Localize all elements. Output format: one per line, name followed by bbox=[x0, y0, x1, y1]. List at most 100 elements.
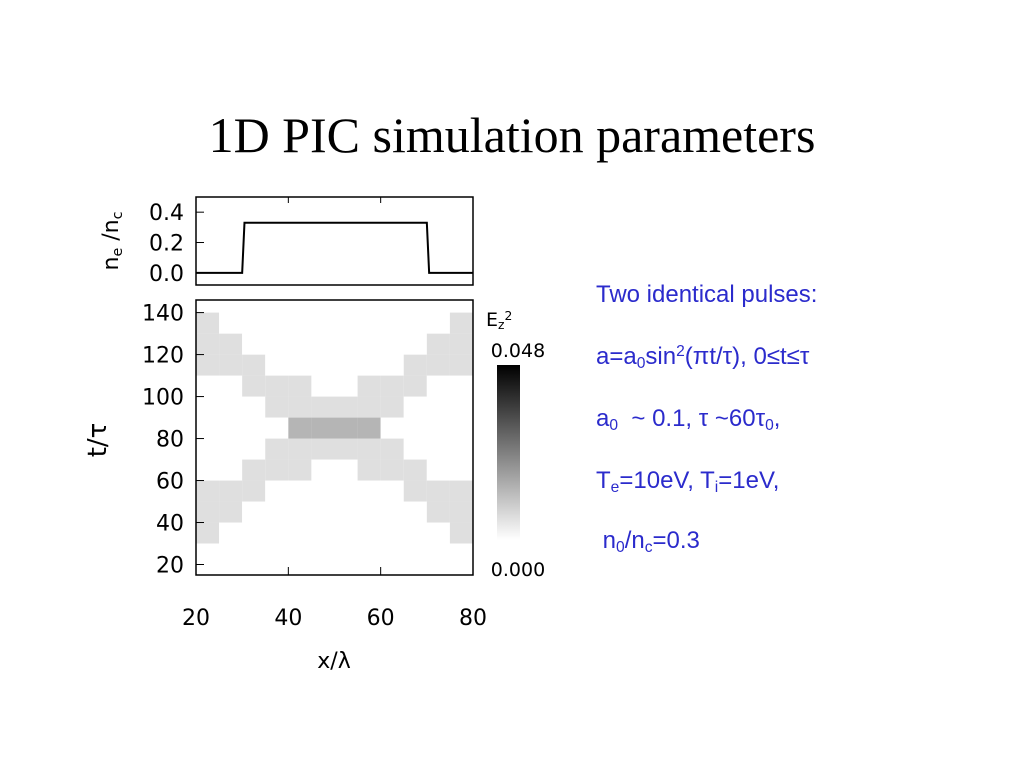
heat-cell bbox=[426, 333, 450, 355]
y-tick-label: 100 bbox=[142, 386, 184, 411]
heat-cell bbox=[403, 522, 427, 544]
heat-cell bbox=[242, 543, 266, 565]
heat-cell bbox=[196, 480, 220, 502]
heat-cell bbox=[196, 396, 220, 418]
text-part: 0 bbox=[616, 539, 625, 556]
heat-cell bbox=[311, 396, 335, 418]
heat-cell bbox=[334, 333, 358, 355]
text-part: Two identical pulses: bbox=[596, 281, 817, 308]
heat-cell bbox=[219, 396, 243, 418]
heat-cell bbox=[242, 354, 266, 376]
y-tick-label: 40 bbox=[156, 512, 184, 537]
heat-cell bbox=[449, 459, 473, 481]
text-part: 0 bbox=[637, 355, 646, 372]
text-part: 2 bbox=[676, 343, 685, 360]
text-part: =10eV, T bbox=[619, 467, 715, 494]
heat-cell bbox=[426, 480, 450, 502]
y-axis-label: ne /nc bbox=[99, 212, 126, 271]
heat-cell bbox=[380, 396, 404, 418]
heat-cell bbox=[219, 312, 243, 334]
heat-cell bbox=[265, 396, 289, 418]
heat-cell bbox=[219, 354, 243, 376]
heat-cell bbox=[426, 375, 450, 397]
heat-cell bbox=[242, 312, 266, 334]
heat-cell bbox=[196, 459, 220, 481]
heat-cell bbox=[196, 543, 220, 565]
x-tick-label: 80 bbox=[459, 606, 487, 631]
text-part: 0 bbox=[609, 417, 618, 434]
heat-cell bbox=[380, 522, 404, 544]
heat-cell bbox=[334, 501, 358, 523]
colorbar-label: Ez2 bbox=[486, 309, 512, 332]
heat-cell bbox=[449, 501, 473, 523]
heat-cell bbox=[380, 501, 404, 523]
heat-cell bbox=[219, 501, 243, 523]
y-tick-label: 0.4 bbox=[149, 201, 184, 226]
heat-cell bbox=[449, 396, 473, 418]
heat-cell bbox=[265, 438, 289, 460]
heat-cell bbox=[311, 459, 335, 481]
heat-cell bbox=[357, 417, 381, 439]
heat-cell bbox=[403, 459, 427, 481]
heat-cell bbox=[265, 522, 289, 544]
heat-cell bbox=[265, 417, 289, 439]
note-line: n0/nc=0.3 bbox=[596, 527, 700, 556]
text-part: /n bbox=[625, 527, 645, 554]
heat-cell bbox=[449, 375, 473, 397]
heat-cell bbox=[219, 522, 243, 544]
heat-cell bbox=[449, 543, 473, 565]
heat-cell bbox=[219, 480, 243, 502]
heat-cell bbox=[449, 312, 473, 334]
text-part: n bbox=[99, 257, 124, 271]
heat-cell bbox=[311, 333, 335, 355]
text-part: T bbox=[596, 467, 611, 494]
heat-cell bbox=[311, 522, 335, 544]
y-axis-label: t/τ bbox=[83, 423, 113, 458]
y-tick-label: 0.2 bbox=[149, 232, 184, 257]
heat-cell bbox=[426, 438, 450, 460]
heat-cell bbox=[357, 375, 381, 397]
heat-cell bbox=[403, 438, 427, 460]
heat-cell bbox=[334, 312, 358, 334]
heat-cell bbox=[426, 396, 450, 418]
slide-title: 1D PIC simulation parameters bbox=[209, 107, 816, 163]
text-part: =1eV, bbox=[718, 467, 779, 494]
heat-cell bbox=[380, 375, 404, 397]
heat-cell bbox=[265, 312, 289, 334]
heat-cell bbox=[265, 480, 289, 502]
heat-cell bbox=[265, 459, 289, 481]
heat-cell bbox=[219, 333, 243, 355]
heat-cell bbox=[449, 354, 473, 376]
text-part: e bbox=[110, 248, 126, 257]
heat-cell bbox=[449, 417, 473, 439]
heat-cell bbox=[403, 417, 427, 439]
heat-cell bbox=[288, 438, 312, 460]
heat-cell bbox=[334, 354, 358, 376]
heat-cell bbox=[311, 354, 335, 376]
heat-cell bbox=[265, 543, 289, 565]
heat-cell bbox=[196, 354, 220, 376]
heat-cell bbox=[196, 522, 220, 544]
heat-cell bbox=[403, 312, 427, 334]
heat-cell bbox=[403, 354, 427, 376]
heat-cell bbox=[311, 480, 335, 502]
text-part: z bbox=[498, 318, 504, 332]
text-part: e bbox=[611, 479, 620, 496]
note-line: a=a0sin2(πt/τ), 0≤t≤τ bbox=[596, 343, 810, 372]
y-tick-label: 80 bbox=[156, 428, 184, 453]
heat-cell bbox=[357, 459, 381, 481]
text-part: a=a bbox=[596, 343, 637, 370]
heat-cell bbox=[242, 333, 266, 355]
heat-cell bbox=[357, 543, 381, 565]
heat-cell bbox=[426, 354, 450, 376]
text-part: E bbox=[486, 309, 498, 331]
heat-cell bbox=[403, 480, 427, 502]
heat-cell bbox=[288, 333, 312, 355]
heat-cell bbox=[265, 501, 289, 523]
heat-cell bbox=[311, 375, 335, 397]
heat-cell bbox=[449, 480, 473, 502]
plot-frame bbox=[195, 299, 474, 576]
text-part: ~ 0.1, τ ~60τ bbox=[618, 405, 766, 432]
heat-cell bbox=[242, 522, 266, 544]
